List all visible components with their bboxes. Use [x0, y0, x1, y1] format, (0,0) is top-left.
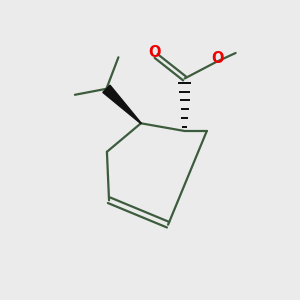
Polygon shape: [103, 85, 141, 124]
Text: O: O: [148, 46, 161, 61]
Text: O: O: [212, 51, 224, 66]
